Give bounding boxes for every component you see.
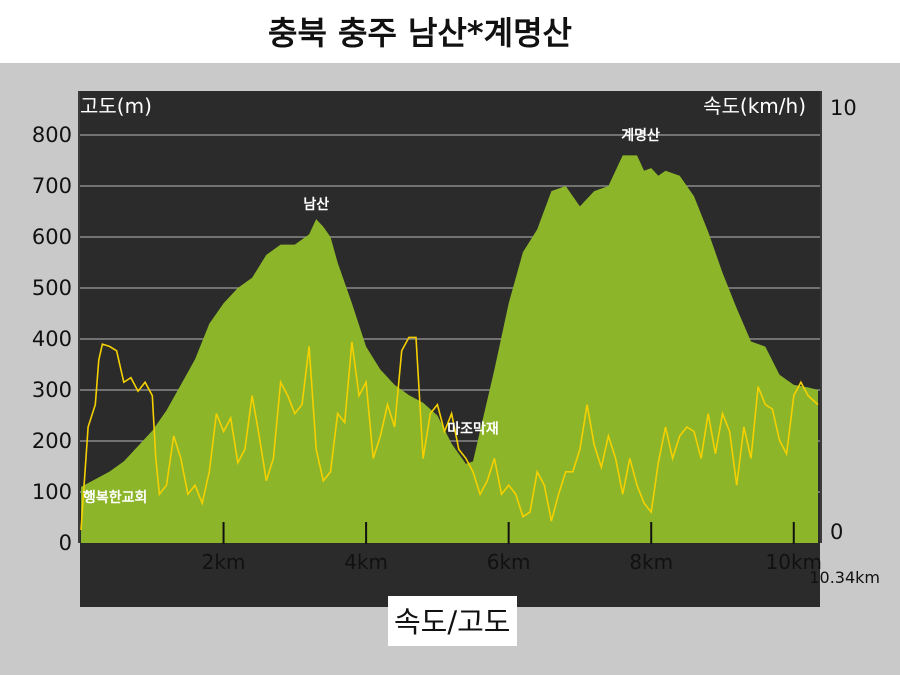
y-tick-label: 400 <box>32 327 72 351</box>
y-tick-label: 0 <box>59 531 72 555</box>
left-axis-label: 고도(m) <box>80 94 152 118</box>
elevation-area <box>81 155 818 543</box>
x-tick-marks <box>222 522 795 544</box>
y-tick-labels: 0 100 200 300 400 500 600 700 800 0 10 <box>32 96 857 555</box>
right-tick-label: 10 <box>830 96 857 120</box>
x-tick-label: 6km <box>487 550 531 574</box>
y-tick-label: 100 <box>32 480 72 504</box>
x-tick-label: 2km <box>202 550 246 574</box>
footer-label: 속도/고도 <box>388 596 517 646</box>
annotation-label: 마조막재 <box>447 420 499 437</box>
x-tick-labels: 2km 4km 6km 8km 10km <box>202 550 822 574</box>
x-tick-label: 10km <box>766 550 823 574</box>
annotation-label: 계명산 <box>621 127 660 144</box>
y-tick-label: 500 <box>32 276 72 300</box>
right-tick-label: 0 <box>830 520 843 544</box>
chart-title: 충북 충주 남산*계명산 <box>268 14 572 52</box>
x-tick-label: 4km <box>344 550 388 574</box>
y-tick-label: 600 <box>32 225 72 249</box>
y-tick-label: 200 <box>32 429 72 453</box>
title-bar: 충북 충주 남산*계명산 <box>0 0 900 63</box>
elevation-speed-chart: 0 100 200 300 400 500 600 700 800 0 10 2km 4km 6km 8k… <box>32 91 880 607</box>
right-axis-label: 속도(km/h) <box>703 94 806 118</box>
chart-panel: 0 100 200 300 400 500 600 700 800 0 10 2km 4km 6km 8k… <box>0 63 900 675</box>
annotation-label: 남산 <box>303 196 329 213</box>
speed-line <box>80 336 819 531</box>
y-tick-label: 300 <box>32 378 72 402</box>
x-tick-label: 8km <box>629 550 673 574</box>
y-tick-label: 700 <box>32 174 72 198</box>
y-tick-label: 800 <box>32 123 72 147</box>
x-end-label: 10.34km <box>809 568 880 587</box>
annotation-label: 행복한교회 <box>83 490 147 506</box>
